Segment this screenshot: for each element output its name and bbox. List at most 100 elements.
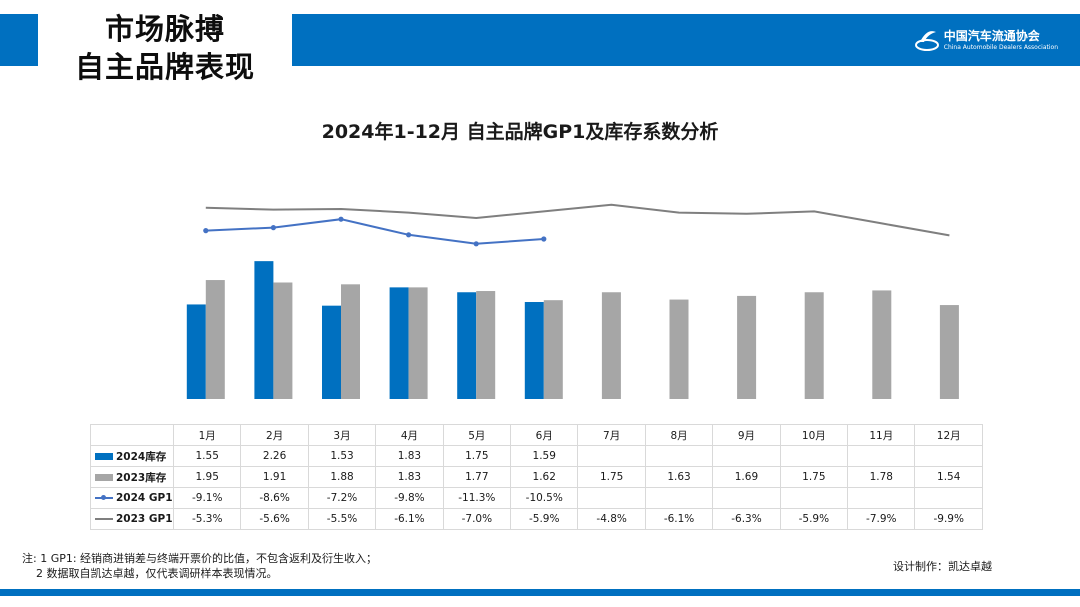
bar-2023-inventory: [872, 290, 892, 399]
month-tick-label: 5月: [442, 424, 512, 446]
data-label: 1.75: [577, 466, 646, 488]
data-label: -9.9%: [914, 508, 983, 530]
bar-2023-inventory: [543, 300, 563, 399]
data-label: [644, 487, 714, 509]
bar-2023-inventory: [341, 284, 360, 399]
month-tick-label: 10月: [779, 424, 849, 446]
month-tick-label: 6月: [510, 424, 579, 446]
data-label: 2.26: [240, 445, 309, 467]
bar-2023-inventory: [273, 282, 293, 399]
data-label: -9.8%: [375, 487, 444, 509]
header-accent: [20, 14, 29, 66]
point-2024-gp1: [203, 228, 209, 234]
bar-2024-inventory: [457, 292, 477, 399]
chart-title: 2024年1-12月 自主品牌GP1及库存系数分析: [321, 121, 719, 143]
data-label: -5.6%: [240, 508, 309, 530]
data-label: -6.3%: [712, 508, 781, 530]
data-label: [779, 487, 849, 509]
data-label: 1.83: [375, 445, 444, 467]
page-title-line2: 自主品牌表现: [74, 50, 255, 84]
data-label: -7.9%: [847, 508, 916, 530]
month-tick-label: 8月: [644, 424, 714, 446]
month-tick-label: 1月: [172, 424, 242, 446]
page-title: 市场脉搏 自主品牌表现: [38, 10, 292, 92]
data-label: 1.59: [510, 445, 579, 467]
data-label: 1.77: [442, 466, 512, 488]
data-label: [779, 445, 849, 467]
cada-logo-icon: [914, 31, 939, 51]
data-label: -5.9%: [510, 508, 579, 530]
legend-label: 2023 GP1: [116, 513, 173, 525]
data-label: 1.75: [779, 466, 849, 488]
data-label: -5.9%: [779, 508, 849, 530]
legend-swatch: [95, 453, 113, 460]
month-tick-label: 12月: [914, 424, 983, 446]
month-tick-label: 2月: [240, 424, 309, 446]
month-tick-label: 11月: [847, 424, 916, 446]
month-tick-label: 7月: [577, 424, 646, 446]
data-label: 1.88: [307, 466, 377, 488]
bar-2023-inventory: [205, 280, 225, 399]
bar-2023-inventory: [804, 292, 824, 399]
legend-entry: 2023库存: [90, 466, 174, 488]
table-row: 2023库存 1.95 1.91 1.88 1.83 1.77 1.62 1.75 1.63 1.…: [90, 466, 983, 488]
footnote: 注: 1 GP1: 经销商进销差与终端开票价的比值，不包含返利及衍生收入； 2 …: [22, 551, 377, 581]
legend-entry: 2023 GP1: [90, 508, 174, 530]
bar-2023-inventory: [939, 305, 959, 399]
legend-entry: 2024库存: [90, 445, 174, 467]
data-label: [847, 445, 916, 467]
month-tick-label: 3月: [307, 424, 377, 446]
bar-2024-inventory: [322, 305, 341, 399]
data-label: -11.3%: [442, 487, 512, 509]
line-2024-gp1: [205, 218, 544, 245]
data-label: [914, 487, 983, 509]
table-row: 2023 GP1 -5.3% -5.6% -5.5% -6.1% -7.0% -5.9% -4…: [90, 508, 983, 530]
legend-swatch: [95, 518, 113, 520]
bar-2023-inventory: [669, 299, 689, 399]
data-label: [712, 487, 781, 509]
data-label: [644, 445, 714, 467]
logo-name-cn: 中国汽车流通协会: [943, 28, 1040, 43]
data-label: 1.78: [847, 466, 916, 488]
month-tick-label: 4月: [375, 424, 444, 446]
footnote-line2: 2 数据取自凯达卓越，仅代表调研样本表现情况。: [36, 567, 278, 580]
data-label: -8.6%: [240, 487, 309, 509]
table-header-row: 1月 2月 3月 4月 5月 6月 7月 8月 9月 10月 11月 12月: [90, 424, 983, 446]
bar-2023-inventory: [737, 295, 757, 399]
data-label: -4.8%: [577, 508, 646, 530]
data-label: -10.5%: [510, 487, 579, 509]
bar-2023-inventory: [601, 292, 621, 399]
bar-2023-inventory: [476, 291, 496, 399]
data-label: -5.5%: [307, 508, 377, 530]
data-label: -7.0%: [442, 508, 512, 530]
data-label: -5.3%: [172, 508, 242, 530]
data-label: [577, 445, 646, 467]
legend-label: 2023库存: [116, 471, 167, 484]
data-label: -9.1%: [172, 487, 242, 509]
data-label: 1.63: [644, 466, 714, 488]
data-label: 1.69: [712, 466, 781, 488]
data-label: 1.83: [375, 466, 444, 488]
table-row: 2024 GP1 -9.1% -8.6% -7.2% -9.8% -11.3% -10.5%: [90, 487, 983, 509]
data-label: [712, 445, 781, 467]
data-label: -6.1%: [644, 508, 714, 530]
data-label: [914, 445, 983, 467]
data-label: 1.53: [307, 445, 377, 467]
legend-label: 2024 GP1: [116, 492, 173, 504]
month-tick-label: 9月: [712, 424, 781, 446]
legend-swatch: [95, 474, 113, 481]
bar-2023-inventory: [408, 287, 428, 399]
data-label: 1.75: [442, 445, 512, 467]
bar-2024-inventory: [524, 302, 544, 399]
point-2024-gp1: [473, 241, 479, 247]
point-2024-gp1: [541, 236, 547, 242]
cada-logo: 中国汽车流通协会 China Automobile Dealers Associ…: [914, 22, 1058, 58]
legend-label: 2024库存: [116, 450, 167, 463]
footer-bar: [0, 589, 1080, 596]
data-label: 1.54: [914, 466, 983, 488]
data-label: -7.2%: [307, 487, 377, 509]
data-label: [847, 487, 916, 509]
line-2023-gp1: [205, 203, 950, 237]
bar-2024-inventory: [389, 287, 409, 399]
point-2024-gp1: [406, 232, 412, 238]
